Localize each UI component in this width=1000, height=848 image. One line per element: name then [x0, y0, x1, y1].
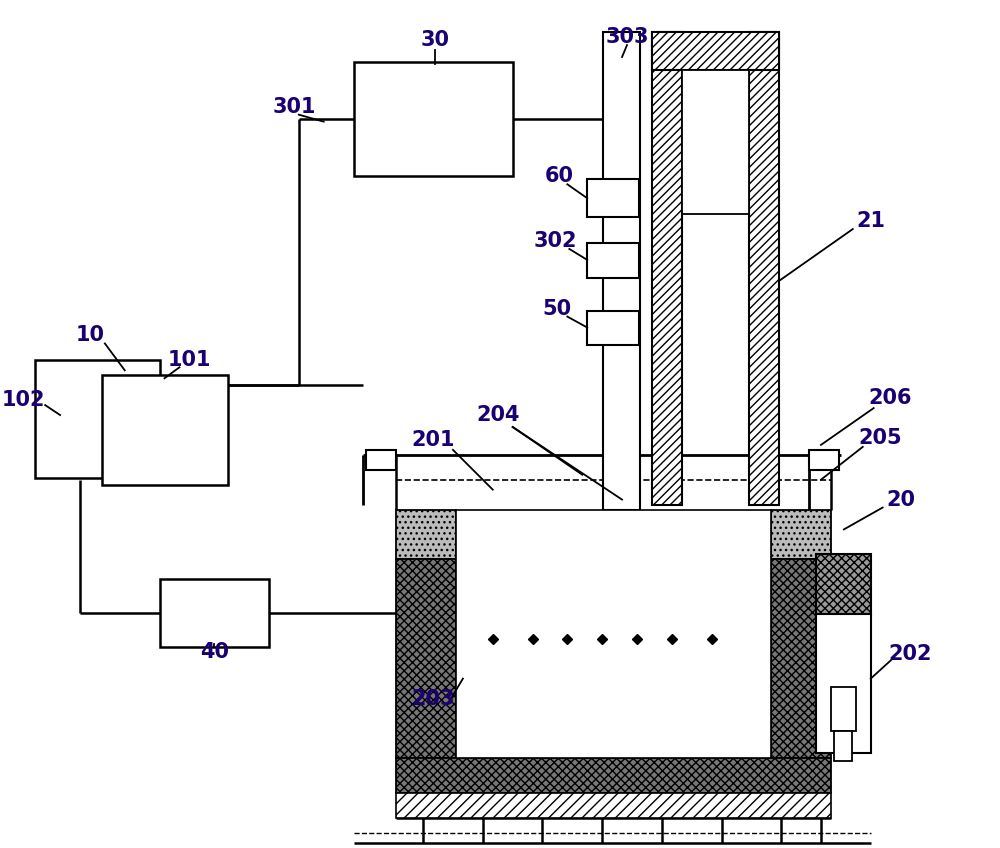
- Bar: [834, 731, 852, 762]
- Text: 302: 302: [534, 231, 577, 251]
- Bar: [652, 32, 779, 70]
- Text: 203: 203: [411, 689, 455, 709]
- Text: 303: 303: [605, 27, 649, 47]
- Bar: [396, 758, 831, 793]
- Bar: [816, 614, 871, 753]
- Bar: [587, 179, 639, 217]
- Bar: [354, 62, 513, 176]
- Text: 101: 101: [168, 350, 211, 371]
- Text: 50: 50: [543, 298, 572, 319]
- Bar: [396, 560, 456, 758]
- Text: 206: 206: [869, 388, 912, 408]
- Text: 10: 10: [75, 326, 104, 345]
- Bar: [816, 555, 871, 614]
- Text: 40: 40: [200, 642, 229, 661]
- Bar: [396, 510, 456, 560]
- Bar: [366, 449, 396, 470]
- Bar: [587, 310, 639, 345]
- Bar: [35, 360, 160, 477]
- Text: 201: 201: [411, 430, 455, 450]
- Bar: [809, 449, 839, 470]
- Text: 301: 301: [272, 97, 316, 117]
- Bar: [160, 579, 269, 647]
- Bar: [456, 510, 771, 758]
- Bar: [749, 32, 779, 505]
- Bar: [771, 510, 831, 560]
- Bar: [603, 32, 640, 510]
- Text: 202: 202: [889, 644, 932, 664]
- Bar: [831, 687, 856, 731]
- Bar: [771, 560, 831, 758]
- Bar: [587, 243, 639, 278]
- Text: 204: 204: [476, 405, 519, 425]
- Bar: [396, 793, 831, 817]
- Text: 30: 30: [421, 30, 450, 50]
- Text: 20: 20: [886, 489, 915, 510]
- Text: 205: 205: [859, 428, 902, 448]
- Text: 21: 21: [856, 211, 885, 232]
- Text: 60: 60: [545, 166, 574, 187]
- Bar: [652, 32, 682, 505]
- Text: 102: 102: [2, 390, 45, 410]
- Bar: [102, 376, 228, 485]
- Bar: [682, 70, 749, 215]
